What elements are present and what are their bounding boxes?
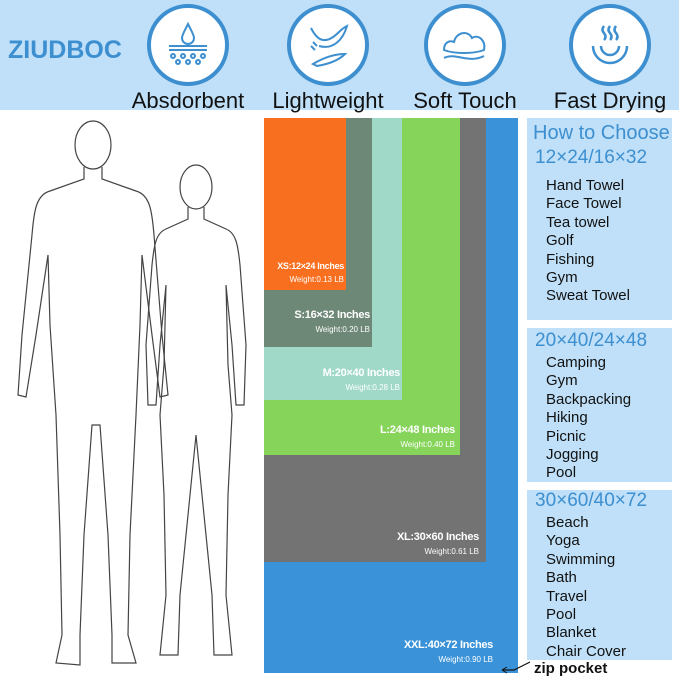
water-drop-icon	[147, 4, 229, 86]
cloud-icon	[424, 4, 506, 86]
size-rect-xs	[264, 118, 346, 290]
list-item: Golf	[546, 232, 574, 250]
size-dimensions: XL:30×60 Inches	[396, 531, 479, 543]
size-dimensions: M:20×40 Inches	[322, 367, 401, 379]
list-item: Hand Towel	[546, 177, 625, 194]
list-item: Swimming	[546, 550, 616, 568]
zip-pocket-label: zip pocket	[534, 660, 608, 677]
size-dimensions: XXL:40×72 Inches	[403, 639, 493, 651]
list-item: Travel	[546, 587, 588, 605]
size-weight: Weight:0.61 LB	[424, 547, 479, 556]
size-label-xl: XL:30×60 Inches Weight:0.61 LB	[397, 531, 479, 556]
size-label-xs: XS:12×24 Inches Weight:0.13 LB	[277, 261, 344, 284]
list-item: Fishing	[546, 250, 595, 268]
list-item: Chair Cover	[546, 642, 627, 660]
list-item: Gym	[546, 269, 578, 287]
list-item: Camping	[546, 354, 607, 371]
feature-absorbent: Absdorbent	[128, 4, 248, 114]
size-label-m: M:20×40 Inches Weight:0.28 LB	[322, 367, 401, 392]
list-item: Hiking	[546, 409, 588, 427]
list-item: Face Towel	[546, 195, 622, 213]
feature-label: Fast Drying	[553, 88, 667, 113]
female-figure	[145, 164, 247, 656]
steam-icon	[569, 4, 651, 86]
list-item: Tea towel	[546, 213, 610, 231]
human-figures-illustration	[17, 120, 247, 666]
size-label-s: S:16×32 Inches Weight:0.20 LB	[294, 309, 370, 334]
list-item: Jogging	[546, 446, 599, 464]
list-item: Sweat Towel	[546, 287, 630, 305]
size-weight: Weight:0.20 LB	[315, 325, 370, 334]
guide-group-large: 30×60/40×72 Beach Yoga Swimming Bath Tra…	[527, 490, 672, 660]
list-item: Picnic	[546, 427, 587, 445]
feature-soft-touch: Soft Touch	[405, 4, 525, 114]
list-item: Beach	[546, 514, 589, 531]
list-item: Bath	[546, 569, 577, 587]
guide-heading: 12×24/16×32	[535, 147, 648, 168]
list-item: Blanket	[546, 624, 597, 642]
brand-logo: ZIUDBOC	[8, 36, 122, 64]
size-dimensions: L:24×48 Inches	[380, 424, 455, 436]
size-dimensions: S:16×32 Inches	[294, 309, 370, 321]
feather-hand-icon	[287, 4, 369, 86]
size-weight: Weight:0.28 LB	[345, 383, 400, 392]
arrow-icon	[501, 661, 531, 674]
size-label-xxl: XXL:40×72 Inches Weight:0.90 LB	[404, 639, 493, 664]
size-weight: Weight:0.90 LB	[438, 655, 493, 664]
list-item: Gym	[546, 372, 578, 390]
guide-heading: 30×60/40×72	[535, 490, 648, 511]
size-label-l: L:24×48 Inches Weight:0.40 LB	[380, 424, 455, 449]
list-item: Yoga	[546, 532, 580, 550]
list-item: Pool	[546, 606, 577, 624]
size-dimensions: XS:12×24 Inches	[277, 261, 344, 271]
guide-title: How to Choose	[533, 122, 670, 144]
feature-label: Soft Touch	[413, 88, 517, 113]
list-item: Pool	[546, 464, 577, 482]
size-weight: Weight:0.40 LB	[400, 440, 455, 449]
guide-group-medium: 20×40/24×48 Camping Gym Backpacking Hiki…	[527, 328, 672, 482]
male-figure	[17, 120, 169, 666]
feature-banner: ZIUDBOC Absdorbent Lightweight Soft Touc…	[0, 0, 679, 113]
list-item: Backpacking	[546, 390, 632, 408]
guide-heading: 20×40/24×48	[535, 330, 648, 351]
feature-label: Absdorbent	[131, 88, 245, 113]
guide-group-small: How to Choose 12×24/16×32 Hand Towel Fac…	[527, 118, 672, 320]
feature-label: Lightweight	[272, 88, 384, 113]
feature-fast-drying: Fast Drying	[550, 4, 670, 114]
size-weight: Weight:0.13 LB	[289, 275, 344, 284]
feature-lightweight: Lightweight	[268, 4, 388, 114]
